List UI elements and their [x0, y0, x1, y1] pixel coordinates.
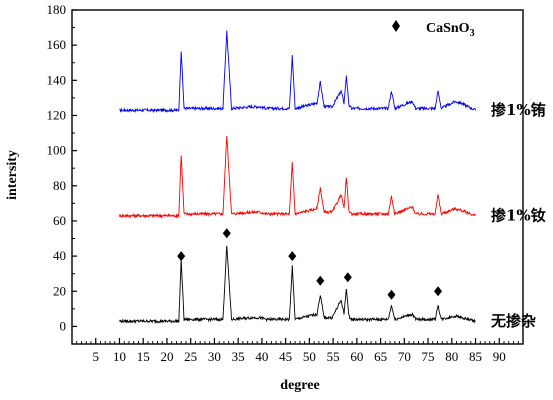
y-tick-label: 40 — [53, 248, 66, 263]
peak-markers — [177, 228, 443, 300]
peak-marker — [387, 289, 396, 300]
x-tick-label: 25 — [184, 349, 197, 364]
y-tick-label: 100 — [47, 143, 67, 158]
x-tick-label: 90 — [493, 349, 506, 364]
plot-border — [71, 9, 524, 345]
y-tick-label: 0 — [60, 318, 67, 333]
peak-marker — [343, 272, 352, 283]
series-line — [119, 136, 476, 219]
peak-marker — [177, 251, 186, 262]
y-axis: 0 20 40 60 80 100 120 140 160 180 — [47, 2, 77, 345]
y-tick-label: 180 — [47, 2, 67, 17]
series-label: 无掺杂 — [490, 312, 536, 330]
x-tick-label: 30 — [208, 349, 221, 364]
legend: CaSnO3 — [392, 20, 475, 39]
series-line — [119, 30, 476, 113]
x-tick-label: 45 — [279, 349, 292, 364]
y-tick-label: 140 — [47, 72, 67, 87]
series-lines — [119, 30, 476, 325]
plot-frame — [71, 9, 524, 345]
x-tick-label: 5 — [92, 349, 99, 364]
x-tick-label: 70 — [398, 349, 411, 364]
legend-label-main: CaSnO — [426, 21, 470, 36]
series-label: 掺1%铕 — [491, 101, 546, 119]
x-tick-label: 40 — [255, 349, 268, 364]
series-label: 掺1%钕 — [491, 207, 546, 225]
x-tick-label: 35 — [232, 349, 245, 364]
x-tick-label: 55 — [327, 349, 340, 364]
peak-marker — [288, 251, 297, 262]
x-tick-label: 10 — [113, 349, 126, 364]
x-tick-label: 80 — [445, 349, 458, 364]
legend-label: CaSnO3 — [426, 21, 475, 39]
x-tick-label: 50 — [303, 349, 316, 364]
y-tick-label: 160 — [47, 37, 67, 52]
y-tick-label: 20 — [53, 283, 66, 298]
x-tick-label: 85 — [469, 349, 482, 364]
y-tick-label: 60 — [53, 213, 66, 228]
x-tick-label: 15 — [137, 349, 150, 364]
series-line — [119, 245, 476, 325]
peak-marker — [434, 286, 443, 297]
x-tick-label: 60 — [350, 349, 363, 364]
x-axis-title: degree — [280, 378, 319, 393]
x-axis: 5 10 15 20 25 30 35 40 45 50 55 60 65 70 75 80 85 90 — [76, 338, 519, 364]
x-tick-label: 20 — [160, 349, 173, 364]
x-tick-label: 65 — [374, 349, 387, 364]
legend-label-sub: 3 — [470, 28, 475, 39]
y-axis-title: intersity — [5, 150, 20, 200]
peak-marker — [222, 228, 231, 239]
peak-marker — [316, 275, 325, 286]
legend-diamond-marker — [392, 20, 400, 32]
y-tick-label: 120 — [47, 107, 67, 122]
x-tick-label: 75 — [422, 349, 435, 364]
y-tick-label: 80 — [53, 178, 66, 193]
